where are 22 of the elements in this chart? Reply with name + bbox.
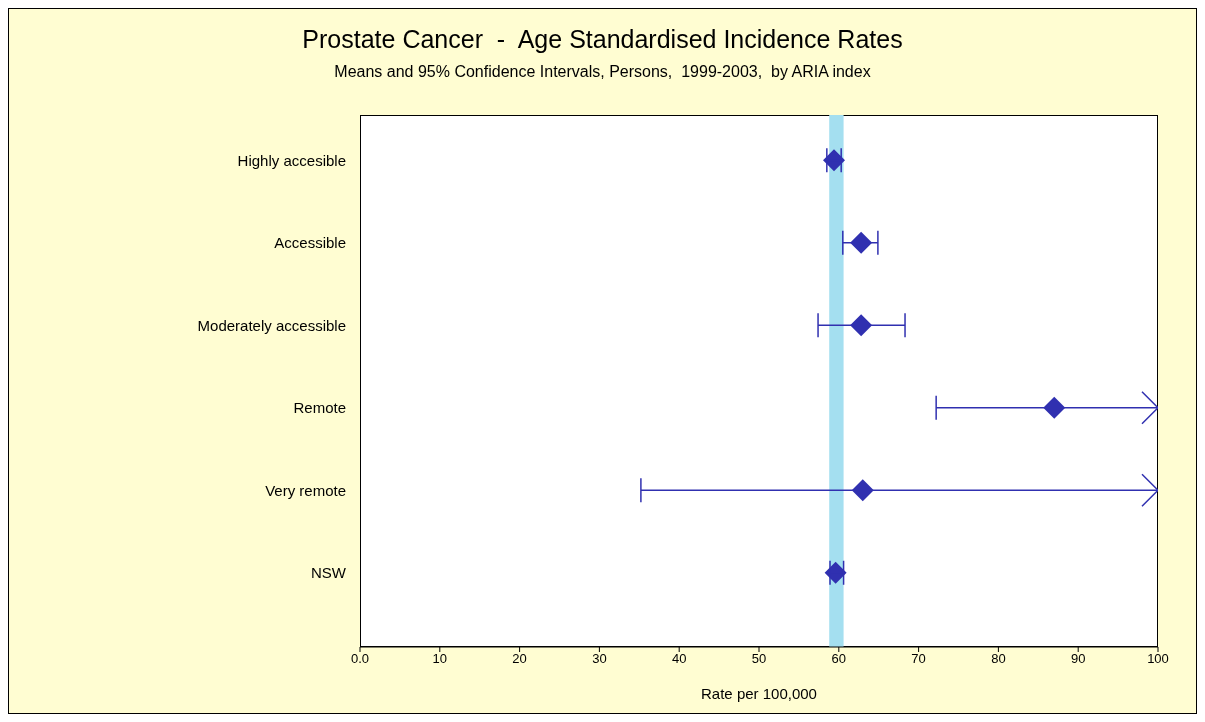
chart-title: Prostate Cancer - Age Standardised Incidence Rates: [301, 25, 904, 54]
x-tick-label: 40: [671, 651, 687, 667]
x-tick-label: 60: [831, 651, 847, 667]
x-tick-label: 50: [751, 651, 767, 667]
y-tick-label: Remote: [293, 399, 346, 417]
y-tick-label: Very remote: [265, 481, 346, 499]
y-tick-label: Accessible: [274, 234, 346, 252]
x-tick-label: 10: [432, 651, 448, 667]
chart-subtitle: Means and 95% Confidence Intervals, Persons, 1999-2003, by ARIA index: [333, 63, 872, 81]
y-tick-label: NSW: [311, 564, 347, 582]
point: [851, 479, 874, 502]
point: [850, 314, 873, 337]
x-tick-label: 80: [991, 651, 1006, 667]
y-tick-label: Moderately accessible: [197, 316, 346, 334]
x-tick-label: 30: [592, 651, 607, 667]
x-tick-label: 100: [1147, 651, 1169, 667]
x-axis-title: Rate per 100,000: [701, 685, 817, 702]
x-tick-label: 20: [512, 651, 527, 667]
x-tick-label: 70: [911, 651, 926, 667]
x-tick-label: 90: [1070, 651, 1086, 667]
x-tick-label: 0.0: [350, 651, 370, 667]
y-tick-label: Highly accesible: [237, 151, 346, 169]
